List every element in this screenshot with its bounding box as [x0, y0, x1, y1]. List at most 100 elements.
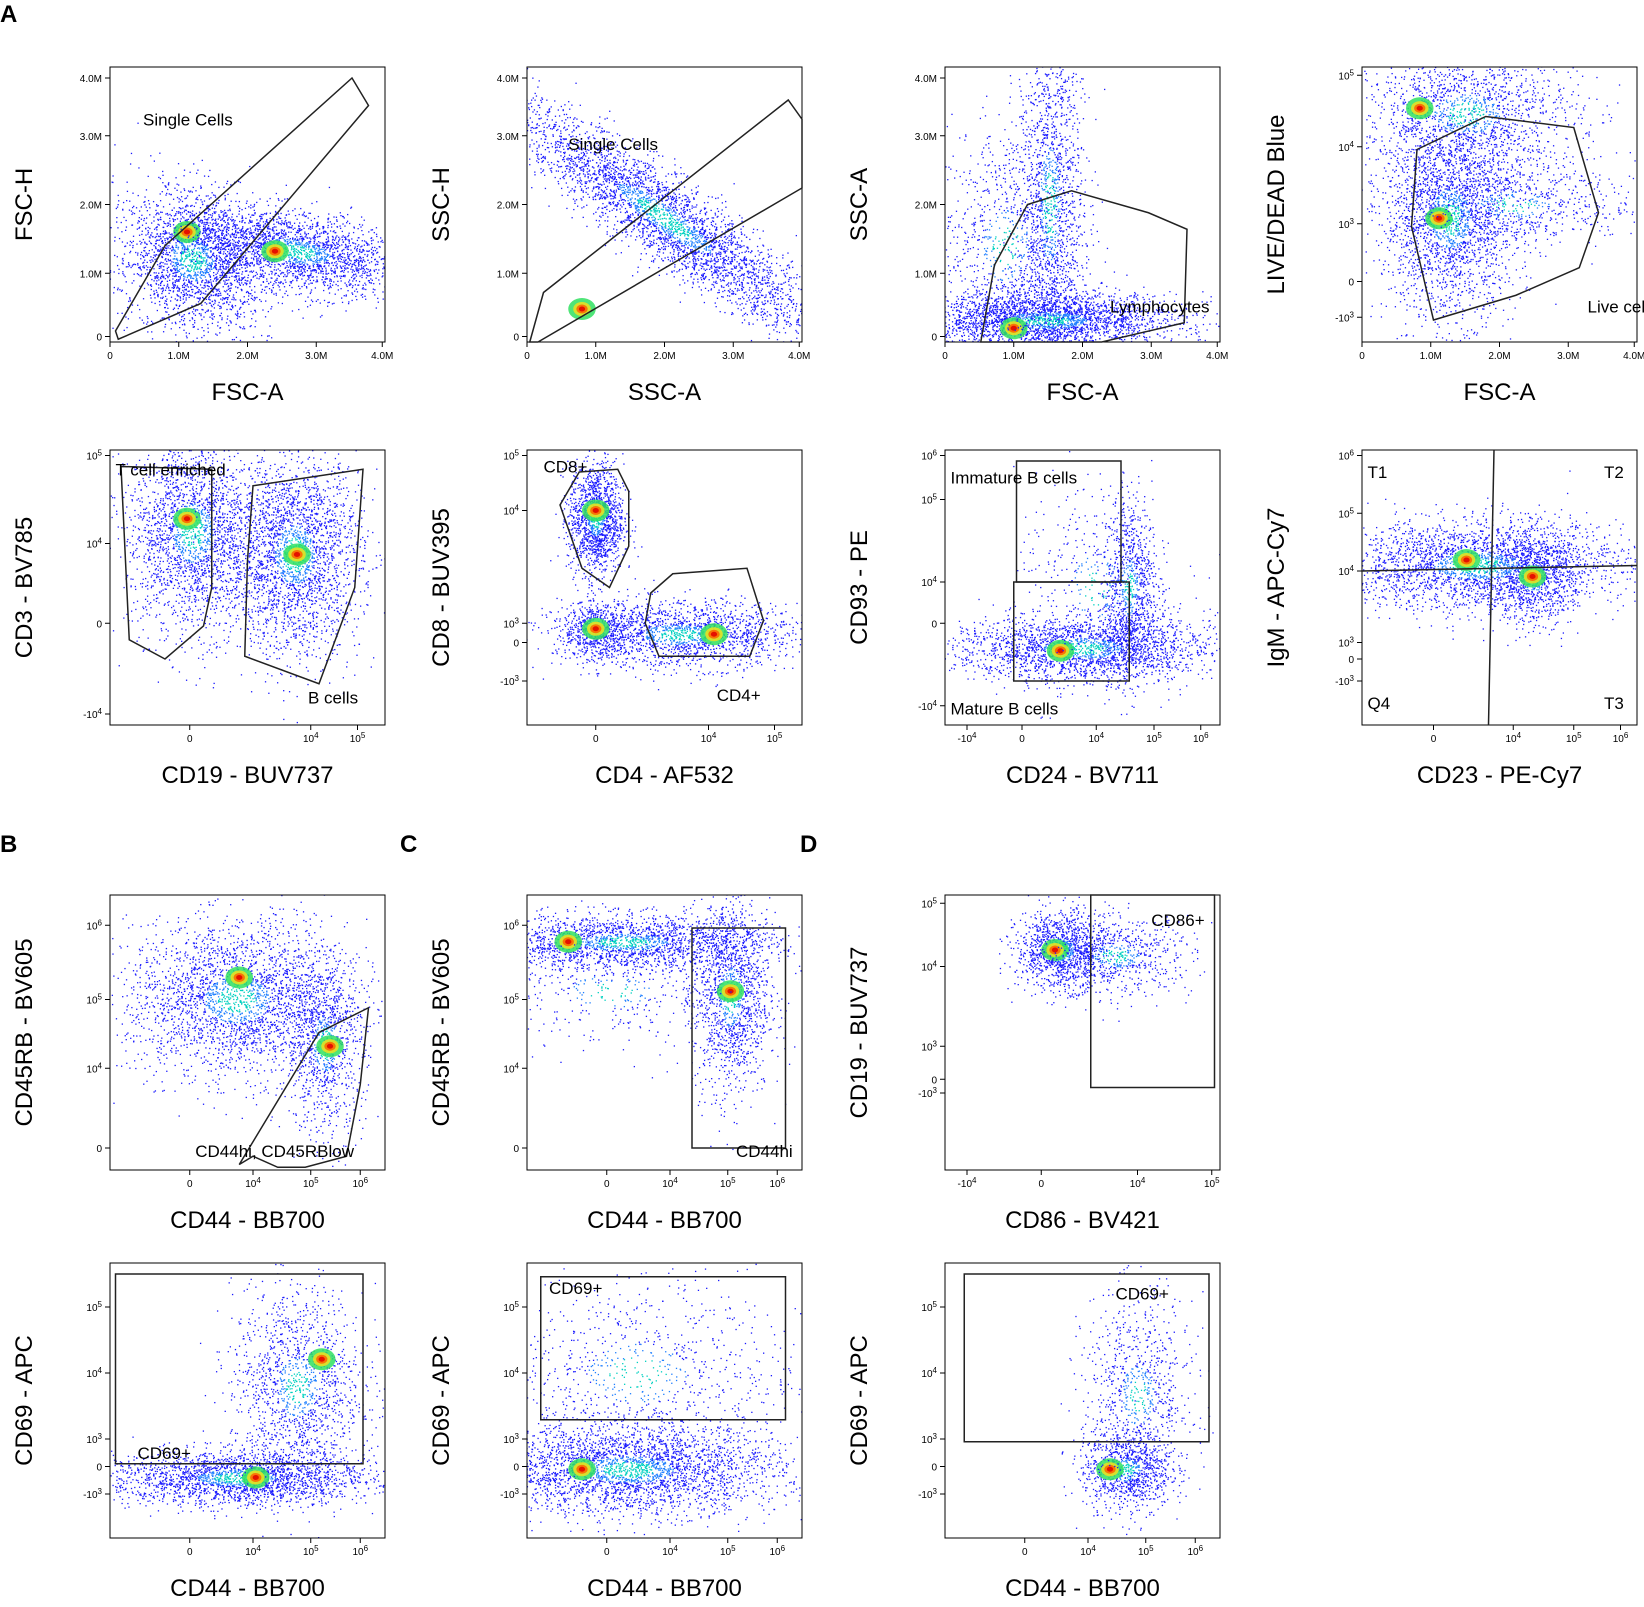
event-dot	[206, 223, 208, 225]
event-dot	[131, 282, 133, 284]
event-dot	[215, 224, 217, 226]
event-dot	[686, 233, 688, 236]
event-dot	[228, 223, 230, 225]
event-dot	[333, 271, 335, 273]
event-dot	[129, 298, 131, 300]
event-dot	[308, 266, 310, 268]
event-dot	[250, 231, 252, 233]
event-dot	[256, 241, 259, 243]
event-dot	[177, 262, 179, 264]
event-dot	[185, 266, 187, 268]
event-dot	[301, 263, 303, 265]
event-dot	[316, 201, 318, 203]
event-dot	[277, 198, 280, 200]
event-dot	[192, 243, 194, 245]
event-dot	[279, 223, 282, 225]
event-dot	[198, 223, 200, 225]
event-dot	[382, 272, 384, 274]
event-dot	[143, 256, 145, 258]
event-dot	[241, 217, 243, 220]
event-dot	[333, 230, 335, 232]
event-dot	[209, 275, 212, 277]
event-dot	[182, 252, 185, 255]
event-dot	[300, 266, 303, 268]
event-dot	[642, 198, 645, 201]
event-dot	[131, 206, 134, 209]
event-dot	[307, 217, 309, 219]
event-dot	[327, 224, 329, 227]
event-dot	[675, 225, 677, 228]
event-dot	[335, 260, 337, 263]
event-dot	[688, 244, 690, 246]
event-dot	[226, 276, 228, 278]
event-dot	[608, 131, 610, 133]
event-dot	[666, 192, 668, 195]
event-dot	[227, 296, 229, 299]
event-dot	[204, 311, 207, 314]
event-dot	[210, 216, 213, 219]
event-dot	[207, 282, 209, 284]
event-dot	[159, 200, 162, 202]
event-dot	[234, 305, 237, 307]
event-dot	[686, 175, 689, 177]
event-dot	[612, 165, 615, 167]
event-dot	[270, 289, 273, 291]
event-dot	[243, 296, 245, 298]
event-dot	[204, 286, 206, 288]
event-dot	[185, 206, 187, 208]
event-dot	[382, 258, 384, 260]
event-dot	[667, 239, 669, 241]
event-dot	[294, 208, 296, 210]
event-dot	[146, 261, 148, 263]
event-dot	[292, 245, 294, 247]
event-dot	[162, 261, 164, 264]
event-dot	[340, 214, 342, 217]
event-dot	[361, 267, 363, 269]
event-dot	[226, 182, 228, 185]
event-dot	[363, 219, 365, 221]
event-dot	[153, 228, 156, 230]
event-dot	[245, 217, 247, 219]
event-dot	[293, 252, 295, 254]
event-dot	[205, 282, 207, 284]
event-dot	[217, 223, 219, 225]
event-dot	[363, 269, 366, 271]
event-dot	[241, 278, 243, 280]
event-dot	[254, 213, 256, 215]
event-dot	[214, 234, 217, 237]
event-dot	[299, 251, 301, 254]
event-dot	[239, 248, 242, 250]
event-dot	[203, 211, 206, 214]
event-dot	[656, 254, 658, 256]
event-dot	[142, 262, 144, 264]
event-dot	[226, 308, 228, 311]
event-dot	[235, 231, 237, 234]
event-dot	[204, 251, 206, 253]
event-dot	[235, 272, 237, 274]
event-dot	[296, 256, 299, 258]
event-dot	[377, 241, 379, 243]
event-dot	[188, 294, 191, 296]
event-dot	[387, 278, 388, 279]
event-dot	[206, 267, 208, 270]
event-dot	[331, 270, 334, 272]
event-dot	[246, 244, 248, 247]
event-dot	[345, 295, 347, 297]
event-dot	[633, 188, 635, 190]
event-dot	[229, 258, 231, 260]
event-dot	[290, 255, 292, 257]
event-dot	[172, 224, 175, 226]
event-dot	[671, 223, 673, 225]
event-dot	[201, 232, 204, 235]
event-dot	[226, 254, 228, 256]
event-dot	[229, 250, 231, 252]
event-dot	[186, 276, 188, 279]
event-dot	[197, 241, 199, 244]
event-dot	[288, 213, 290, 215]
event-dot	[632, 214, 634, 216]
event-dot	[317, 252, 319, 254]
event-dot	[325, 256, 327, 258]
event-dot	[159, 152, 161, 154]
event-dot	[241, 220, 243, 222]
event-dot	[117, 227, 119, 229]
